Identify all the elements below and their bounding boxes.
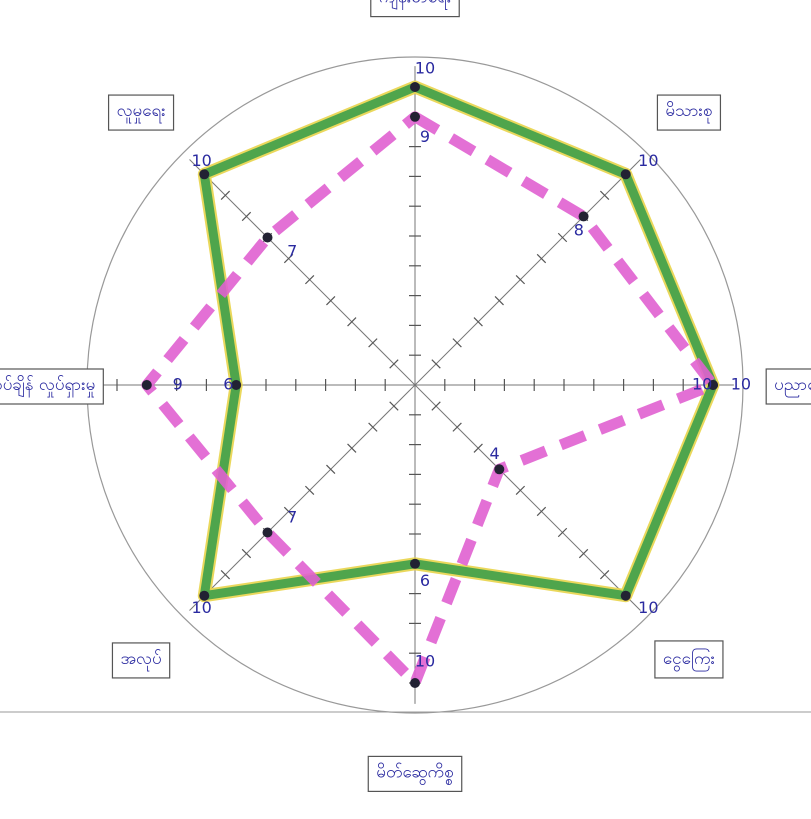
value-label: 10 bbox=[191, 151, 211, 170]
category-label-box: မိတ်ဆွေကိစ္စ bbox=[368, 756, 461, 791]
category-label: မိတ်ဆွေကိစ္စ bbox=[376, 762, 453, 785]
category-label-box: ကျန်းမာရေး bbox=[371, 0, 459, 17]
value-label: 10 bbox=[638, 598, 658, 617]
value-label: 10 bbox=[731, 375, 751, 394]
value-label: 10 bbox=[415, 652, 435, 671]
data-point bbox=[494, 464, 504, 474]
category-label-box: အလုပ် bbox=[112, 643, 169, 678]
value-label: 10 bbox=[638, 151, 658, 170]
value-label: 9 bbox=[420, 127, 430, 146]
data-point bbox=[142, 380, 152, 390]
data-point bbox=[262, 528, 272, 538]
data-point bbox=[199, 169, 209, 179]
chart: ကျန်းမာရေးမိသားစုပညာရေးငွေကြေးမိတ်ဆွေကိစ… bbox=[0, 0, 811, 819]
data-point bbox=[410, 559, 420, 569]
value-label: 8 bbox=[574, 221, 584, 240]
value-label: 9 bbox=[173, 375, 183, 394]
category-label-box: မိသားစု bbox=[657, 95, 720, 130]
category-label-box: ငွေကြေး bbox=[655, 641, 723, 678]
category-label: လူမှုရေး bbox=[117, 101, 166, 124]
category-label: အလုပ် bbox=[120, 649, 161, 672]
data-point bbox=[262, 232, 272, 242]
data-point bbox=[410, 82, 420, 92]
category-label-box: လူမှုရေး bbox=[109, 95, 174, 130]
value-label: 7 bbox=[287, 507, 297, 526]
category-label: ငွေကြေး bbox=[663, 647, 715, 672]
axis-line bbox=[415, 160, 640, 385]
value-label: 10 bbox=[191, 598, 211, 617]
value-label: 6 bbox=[420, 571, 430, 590]
category-label: အားလပ်ချိန် လှုပ်ရှားမှု bbox=[0, 375, 95, 398]
data-point bbox=[410, 112, 420, 122]
value-label: 6 bbox=[223, 375, 233, 394]
value-label: 7 bbox=[287, 242, 297, 261]
page: {"chart_data": {"type": "radar", "catego… bbox=[0, 0, 811, 819]
category-label-box: ပညာရေး bbox=[766, 369, 811, 404]
data-point bbox=[410, 678, 420, 688]
category-label: ပညာရေး bbox=[774, 375, 811, 398]
value-label: 4 bbox=[489, 444, 499, 463]
data-point bbox=[621, 591, 631, 601]
category-label: မိသားစု bbox=[665, 101, 712, 124]
category-label-box: အားလပ်ချိန် လှုပ်ရှားမှု bbox=[0, 369, 103, 404]
value-label: 10 bbox=[415, 59, 435, 78]
value-label: 10 bbox=[692, 375, 712, 394]
data-point bbox=[621, 169, 631, 179]
